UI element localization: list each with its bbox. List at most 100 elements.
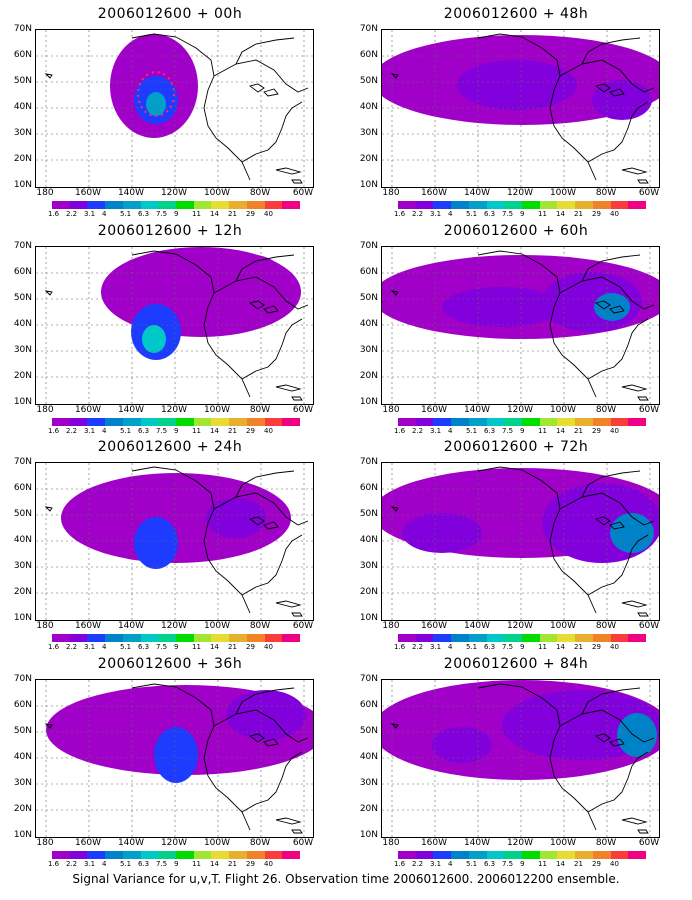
colorbar-label: 11 <box>538 427 547 435</box>
colorbar-swatch <box>575 851 593 859</box>
colorbar-label: 5.1 <box>466 860 478 868</box>
colorbar-label: 29 <box>246 210 255 218</box>
colorbar-swatch <box>282 201 301 209</box>
coastline <box>477 466 655 614</box>
lon-label: 100W <box>203 621 231 631</box>
lat-label: 40N <box>13 535 32 545</box>
colorbar-swatch <box>592 634 611 642</box>
lat-label: 40N <box>13 319 32 329</box>
colorbar-swatch <box>264 418 283 426</box>
colorbar-label: 5.1 <box>120 643 132 651</box>
coastline <box>390 506 649 617</box>
lat-label: 70N <box>359 674 378 684</box>
colorbar-label: 4 <box>448 860 453 868</box>
lat-label: 40N <box>359 752 378 762</box>
colorbar-label: 29 <box>592 643 601 651</box>
colorbar-label: 9 <box>174 860 179 868</box>
colorbar-label: 5.1 <box>466 210 478 218</box>
colorbar-swatch <box>193 201 212 209</box>
colorbar-swatch <box>176 851 194 859</box>
colorbar-swatch <box>557 201 576 209</box>
lon-label: 160W <box>420 188 448 198</box>
lat-label: 30N <box>359 561 378 571</box>
lat-label: 40N <box>359 535 378 545</box>
colorbar-label: 14 <box>556 210 565 218</box>
colorbar-label: 40 <box>610 427 619 435</box>
lat-label: 20N <box>13 804 32 814</box>
map-svg <box>382 463 659 620</box>
colorbar-swatch <box>504 418 523 426</box>
colorbar-swatch <box>52 201 70 209</box>
map-svg <box>36 30 313 187</box>
map-frame <box>35 29 314 188</box>
lat-label: 40N <box>359 102 378 112</box>
map-frame <box>381 679 660 838</box>
variance-contour <box>457 60 577 110</box>
coastline <box>477 250 655 398</box>
colorbar-swatch <box>211 634 230 642</box>
variance-contour <box>402 513 482 553</box>
colorbar-swatch <box>610 634 629 642</box>
variance-contour <box>432 727 492 763</box>
colorbar-label: 29 <box>592 860 601 868</box>
lon-label: 80W <box>595 838 617 848</box>
colorbar-label: 6.3 <box>138 427 150 435</box>
colorbar-swatch <box>486 201 505 209</box>
colorbar-swatch <box>229 201 247 209</box>
lat-label: 10N <box>359 397 378 407</box>
lat-label: 30N <box>13 778 32 788</box>
colorbar-label: 9 <box>520 860 525 868</box>
map-svg <box>382 680 659 837</box>
colorbar-label: 5.1 <box>120 427 132 435</box>
colorbar-swatch <box>433 634 452 642</box>
map-frame <box>381 246 660 405</box>
lat-label: 50N <box>359 76 378 86</box>
colorbar-swatch <box>539 851 558 859</box>
map-panel: 2006012600 + 36h 70N 60N 50N 40N 30N 20N 10N 180… <box>0 650 340 868</box>
colorbar-labels: 1.6 2.2 3.1 4 5.1 6.3 7.5 9 11 14 21 29 40 <box>394 643 654 653</box>
colorbar <box>398 851 647 859</box>
map-panel: 2006012600 + 24h 70N 60N 50N 40N 30N 20N 10N 180… <box>0 433 340 651</box>
lon-label: 60W <box>638 405 660 415</box>
colorbar-label: 40 <box>610 210 619 218</box>
colorbar-label: 29 <box>592 210 601 218</box>
colorbar-label: 14 <box>210 860 219 868</box>
coastline <box>248 300 279 314</box>
colorbar-swatch <box>468 201 487 209</box>
colorbar-label: 1.6 <box>48 860 60 868</box>
colorbar-swatch <box>246 634 265 642</box>
colorbar-label: 6.3 <box>484 643 496 651</box>
colorbar-labels: 1.6 2.2 3.1 4 5.1 6.3 7.5 9 11 14 21 29 40 <box>48 210 308 220</box>
variance-contour <box>226 690 306 740</box>
colorbar-label: 21 <box>574 643 583 651</box>
lat-label: 40N <box>13 752 32 762</box>
colorbar-label: 29 <box>246 427 255 435</box>
colorbar-label: 2.2 <box>66 860 78 868</box>
colorbar-swatch <box>211 418 230 426</box>
colorbar-label: 1.6 <box>394 860 406 868</box>
colorbar-swatch <box>433 418 452 426</box>
colorbar-label: 14 <box>556 860 565 868</box>
lat-label: 20N <box>359 587 378 597</box>
lon-label: 140W <box>463 405 491 415</box>
coastline <box>131 466 309 614</box>
lon-label: 100W <box>203 188 231 198</box>
colorbar-swatch <box>486 418 505 426</box>
colorbar-label: 3.1 <box>84 643 96 651</box>
colorbar-label: 7.5 <box>502 643 514 651</box>
coastline <box>44 73 303 184</box>
colorbar-swatch <box>628 418 647 426</box>
map-svg <box>382 30 659 187</box>
lat-label: 70N <box>13 457 32 467</box>
colorbar-label: 6.3 <box>138 643 150 651</box>
colorbar-swatch <box>504 201 523 209</box>
colorbar-label: 6.3 <box>138 860 150 868</box>
lon-label: 160W <box>420 405 448 415</box>
panel-title: 2006012600 + 72h <box>443 439 589 455</box>
colorbar-swatch <box>610 201 629 209</box>
lon-label: 100W <box>203 838 231 848</box>
colorbar-swatch <box>592 201 611 209</box>
colorbar-label: 2.2 <box>66 210 78 218</box>
panel-title: 2006012600 + 84h <box>443 656 589 672</box>
lon-label: 120W <box>160 621 188 631</box>
